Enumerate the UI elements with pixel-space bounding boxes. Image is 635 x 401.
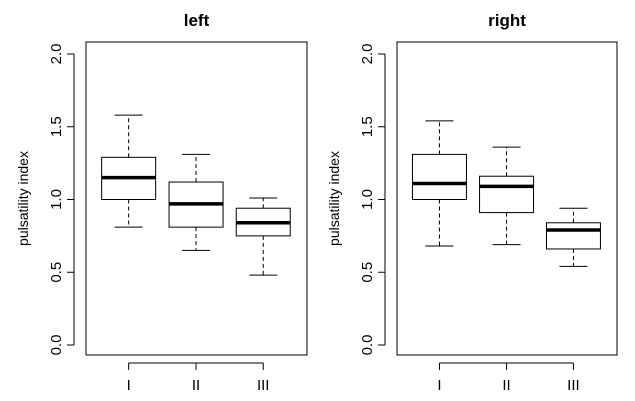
y-tick-label: 2.0 <box>359 44 376 65</box>
y-tick-label: 0.5 <box>48 262 65 283</box>
x-tick-label: I <box>127 377 131 394</box>
box-I <box>101 114 157 228</box>
y-tick-label: 2.0 <box>48 44 65 65</box>
panel-title: right <box>488 11 526 30</box>
plot-frame <box>396 41 618 356</box>
y-tick-label: 1.5 <box>48 116 65 137</box>
y-tick-label: 1.5 <box>359 116 376 137</box>
y-tick-label: 1.0 <box>48 189 65 210</box>
box-I <box>411 120 467 247</box>
box-II <box>168 153 224 251</box>
iqr-box <box>545 222 601 250</box>
x-tick-label: II <box>192 377 200 394</box>
iqr-box <box>479 175 535 214</box>
x-tick-label: III <box>567 377 580 394</box>
box-II <box>479 146 535 246</box>
box-III <box>235 197 291 276</box>
y-tick-label: 0.0 <box>359 335 376 356</box>
plot-frame <box>85 41 308 356</box>
y-axis-title: pulsatility index <box>326 151 342 246</box>
panel-title: left <box>184 11 210 30</box>
x-tick-label: II <box>502 377 510 394</box>
y-tick-label: 1.0 <box>359 189 376 210</box>
y-axis-title: pulsatility index <box>15 151 31 246</box>
box-III <box>545 207 601 267</box>
iqr-box <box>411 153 467 201</box>
x-tick-label: III <box>257 377 270 394</box>
y-tick-label: 0.5 <box>359 262 376 283</box>
y-tick-label: 0.0 <box>48 335 65 356</box>
x-tick-label: I <box>437 377 441 394</box>
